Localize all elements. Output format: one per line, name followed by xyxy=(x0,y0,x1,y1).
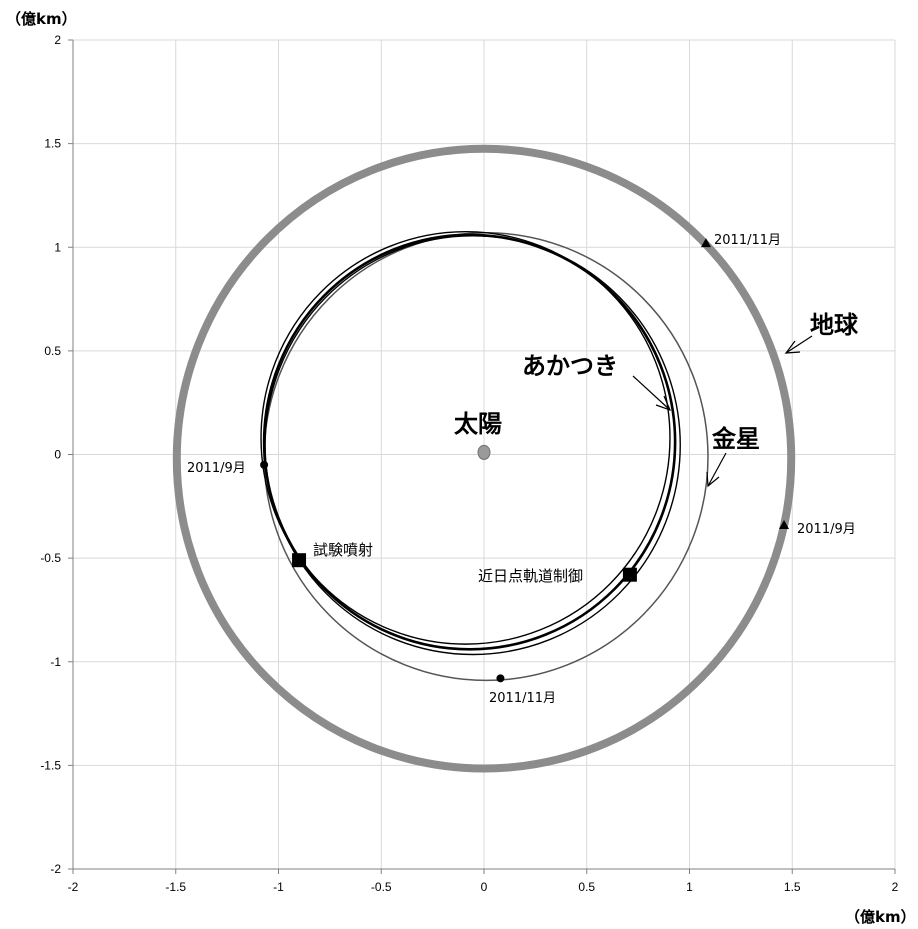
y-tick-label: -0.5 xyxy=(40,551,61,565)
sun-label: 太陽 xyxy=(454,410,502,438)
x-tick-label: -2 xyxy=(68,880,79,894)
earth-arrow xyxy=(784,335,813,354)
markers xyxy=(260,238,790,683)
orbits xyxy=(172,144,796,773)
akatsuki-orbit xyxy=(262,233,677,651)
y-tick-label: -2 xyxy=(50,862,61,876)
y-tick-label: 0.5 xyxy=(44,344,61,358)
x-axis-unit: （億km） xyxy=(845,908,916,926)
y-axis-unit: （億km） xyxy=(6,10,77,28)
earth-label: 地球 xyxy=(810,311,859,339)
y-tick-label: 2 xyxy=(54,33,61,47)
x-tick-label: 0 xyxy=(481,880,488,894)
venus-2011-9-marker xyxy=(260,460,269,469)
test-firing-marker xyxy=(292,553,307,568)
perihelion-control-label: 近日点軌道制御 xyxy=(478,567,583,585)
venus-2011-9-label: 2011/9月 xyxy=(187,461,246,476)
venus-2011-11-label: 2011/11月 xyxy=(489,691,556,706)
sun-point xyxy=(477,444,491,460)
earth-2011-11-marker xyxy=(700,238,711,248)
akatsuki-arrow xyxy=(632,375,672,412)
y-tick-label: 1.5 xyxy=(44,137,61,151)
venus-2011-11-marker xyxy=(496,674,505,683)
x-tick-label: -0.5 xyxy=(371,880,392,894)
earth-2011-11-label: 2011/11月 xyxy=(714,233,781,248)
y-tick-label: -1 xyxy=(50,655,61,669)
earth-orbit xyxy=(172,144,796,773)
venus-arrow xyxy=(706,452,727,488)
perihelion-control-marker xyxy=(622,567,637,582)
akatsuki-label: あかつき xyxy=(522,352,618,380)
x-tick-labels: -2 -1.5 -1 -0.5 0 0.5 1 1.5 2 xyxy=(68,880,899,894)
earth-2011-9-label: 2011/9月 xyxy=(797,522,856,537)
x-tick-label: -1.5 xyxy=(165,880,186,894)
x-tick-label: -1 xyxy=(273,880,284,894)
y-tick-labels: 2 1.5 1 0.5 0 -0.5 -1 -1.5 -2 xyxy=(40,33,61,876)
akatsuki-orbit xyxy=(264,235,681,656)
venus-label: 金星 xyxy=(711,425,760,453)
y-tick-label: -1.5 xyxy=(40,758,61,772)
earth-2011-9-marker xyxy=(779,519,790,529)
x-tick-label: 1 xyxy=(686,880,693,894)
y-tick-label: 1 xyxy=(54,240,61,254)
x-tick-label: 2 xyxy=(892,880,899,894)
y-tick-label: 0 xyxy=(54,448,61,462)
test-firing-label: 試験噴射 xyxy=(313,541,373,559)
akatsuki-orbit xyxy=(260,231,671,645)
x-tick-label: 0.5 xyxy=(578,880,595,894)
axes xyxy=(68,39,896,874)
x-tick-label: 1.5 xyxy=(784,880,801,894)
